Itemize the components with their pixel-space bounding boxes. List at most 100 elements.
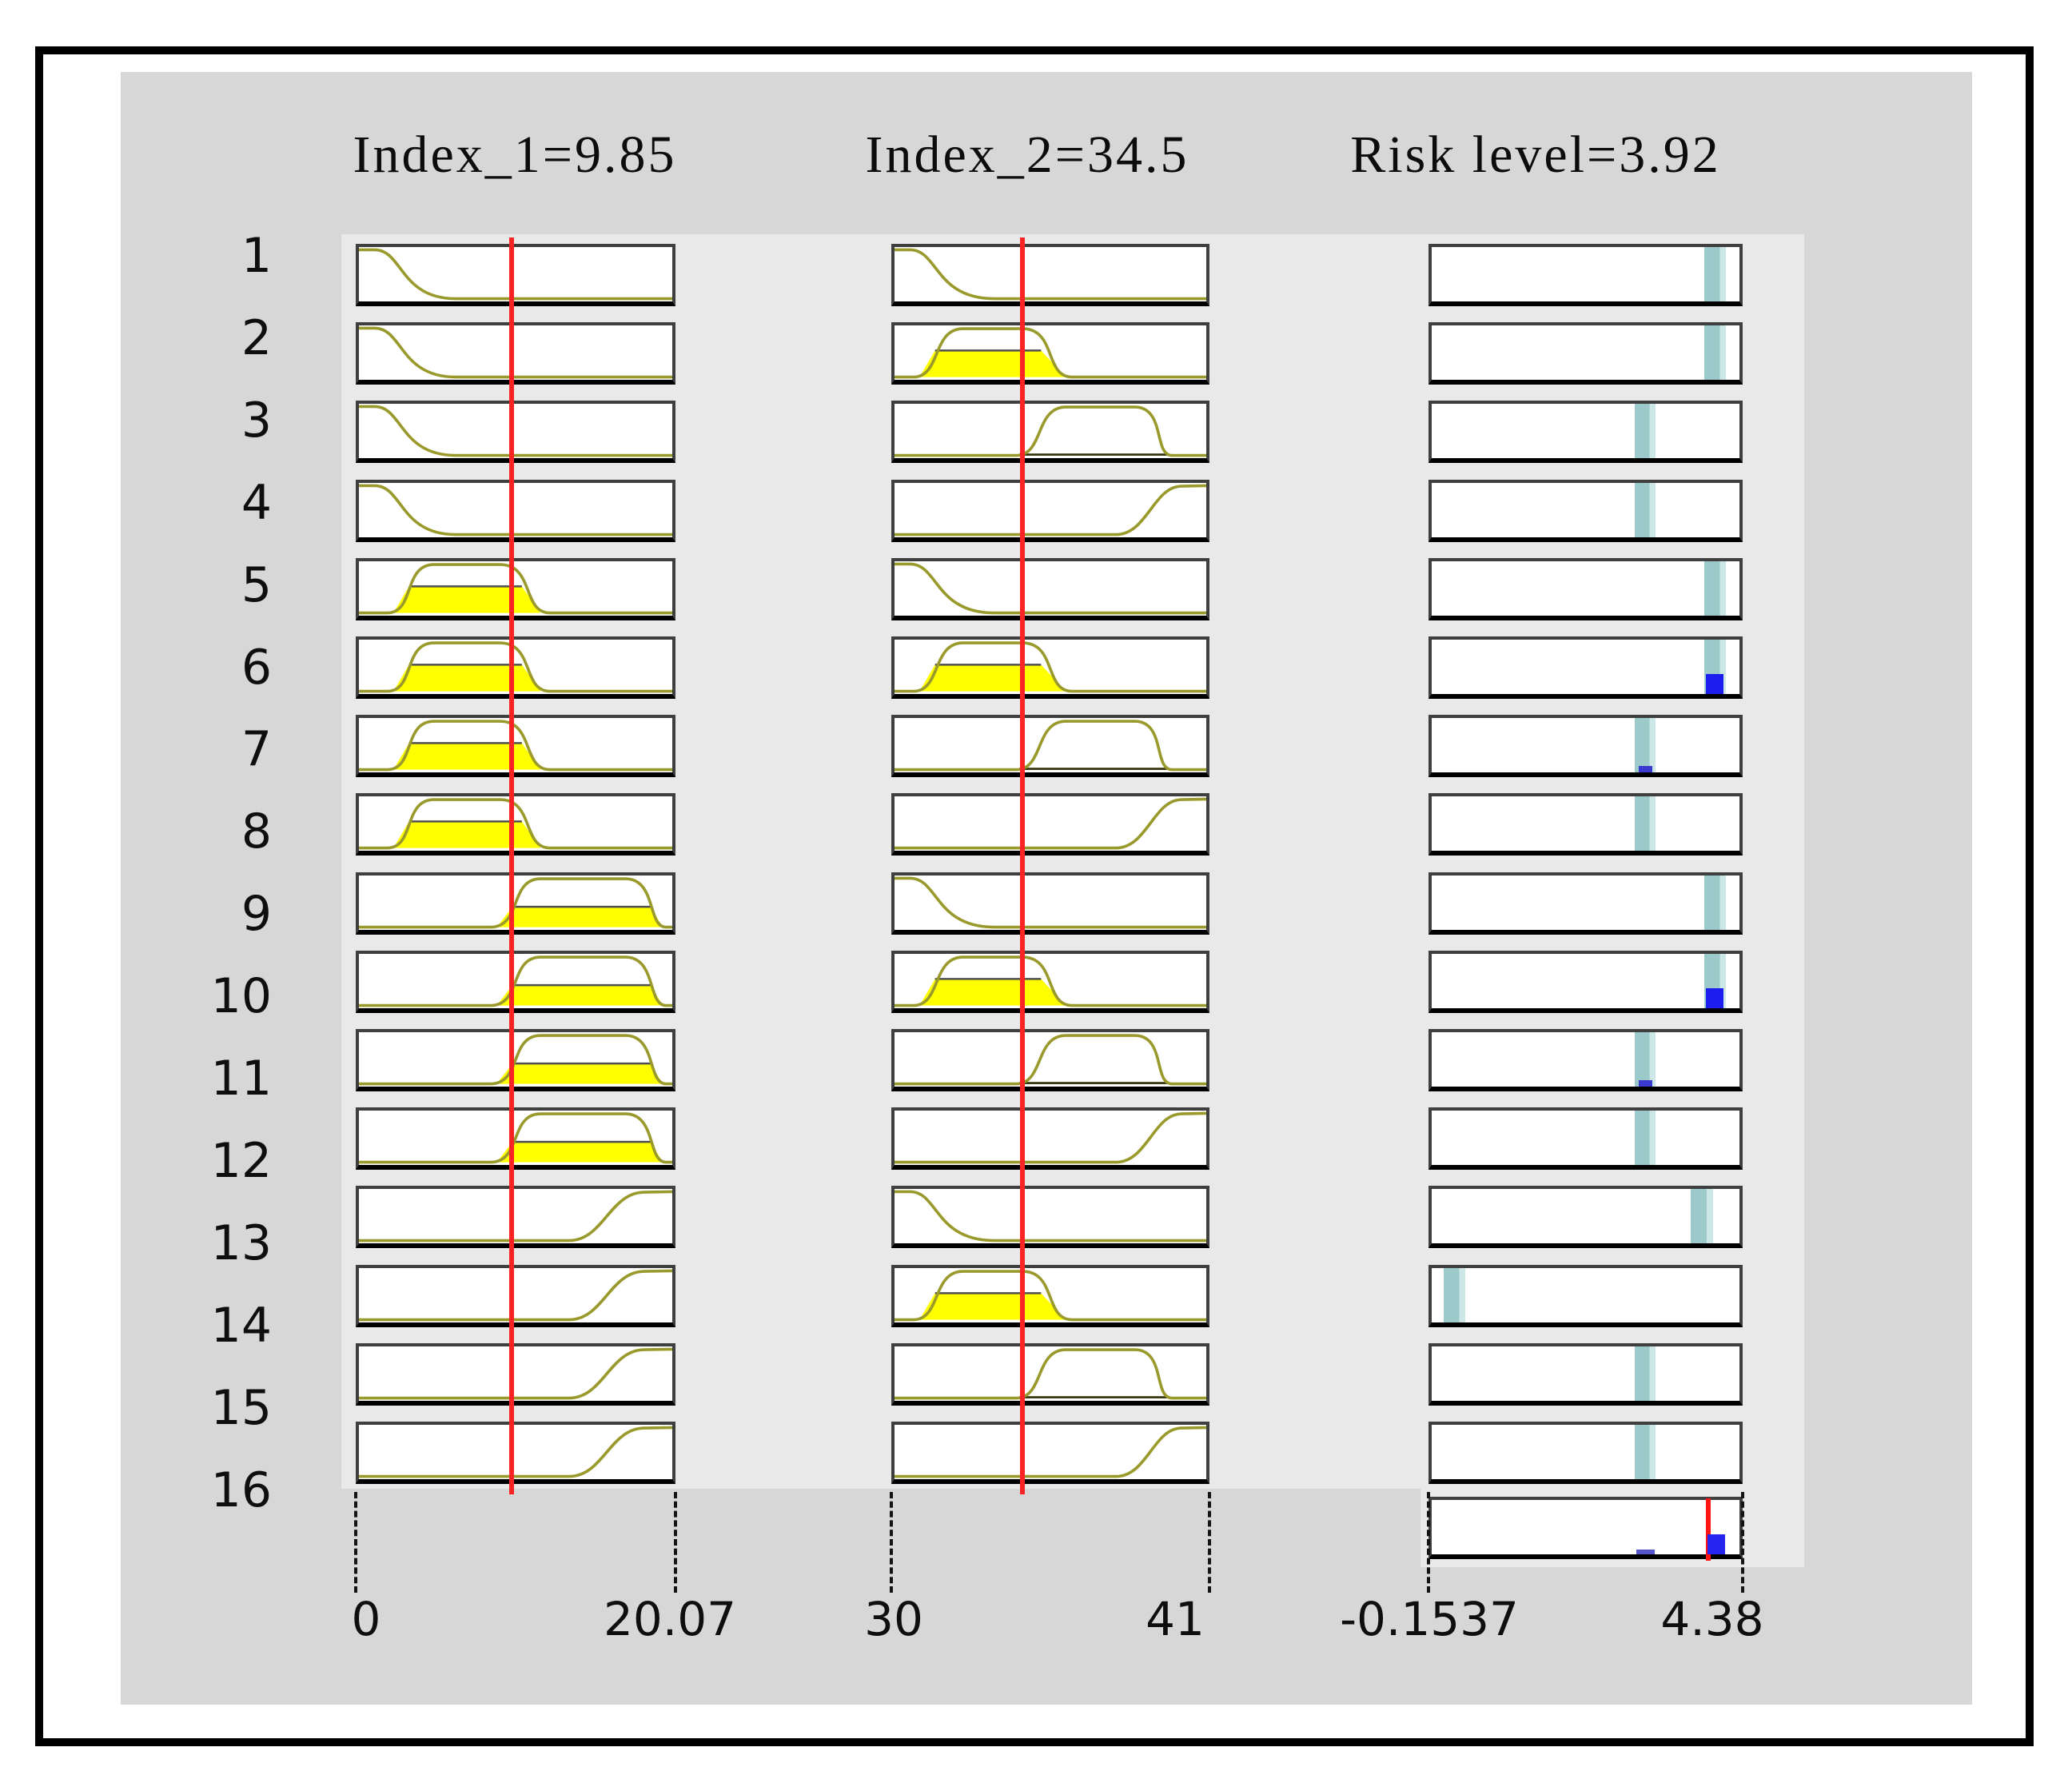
rule-number: 12 bbox=[210, 1132, 272, 1189]
firing-strength-fill bbox=[496, 984, 663, 1006]
rule-number: 1 bbox=[241, 228, 272, 284]
firing-strength-fill bbox=[496, 1142, 663, 1163]
rule-7-in1-mf-cell bbox=[356, 715, 675, 778]
rule-13-in1-mf-cell bbox=[356, 1186, 675, 1249]
axis-drop-output-max bbox=[1741, 1492, 1744, 1593]
mf-curve bbox=[359, 721, 672, 770]
rule-11-in2-mf-cell bbox=[891, 1029, 1209, 1091]
rule-5-output-cell bbox=[1428, 557, 1743, 620]
rule-15-in1-mf-cell bbox=[356, 1342, 675, 1406]
output-mf-indicator-bar bbox=[1635, 796, 1656, 852]
rule-number: 7 bbox=[241, 721, 272, 778]
rule-2-in1-mf-cell bbox=[356, 322, 675, 385]
output-mf-indicator-bar bbox=[1635, 1111, 1656, 1166]
rule-2-in2-mf-cell bbox=[891, 322, 1209, 385]
rule-number: 15 bbox=[210, 1379, 272, 1436]
membership-function-plot bbox=[359, 876, 672, 930]
membership-function-plot bbox=[895, 1346, 1206, 1401]
rule-12-output-cell bbox=[1428, 1107, 1743, 1171]
rule-5-in1-mf-cell bbox=[356, 557, 675, 620]
membership-function-plot bbox=[359, 1111, 672, 1165]
mf-curve bbox=[895, 564, 1206, 612]
membership-function-plot bbox=[895, 1111, 1206, 1165]
mf-curve bbox=[359, 564, 672, 613]
firing-strength-fill bbox=[919, 979, 1066, 1006]
aggregate-output-box bbox=[1428, 1497, 1743, 1561]
rule-number: 16 bbox=[210, 1462, 272, 1518]
membership-function-plot bbox=[359, 954, 672, 1008]
rule-9-in1-mf-cell bbox=[356, 872, 675, 935]
membership-function-plot bbox=[359, 718, 672, 772]
mf-curve bbox=[895, 721, 1206, 770]
rule-14-in2-mf-cell bbox=[891, 1264, 1209, 1327]
rule-16-in1-mf-cell bbox=[356, 1422, 675, 1484]
axis-drop-input1-min bbox=[354, 1492, 357, 1593]
mf-curve bbox=[895, 1427, 1206, 1476]
axis-drop-input2-max bbox=[1208, 1492, 1211, 1593]
rule-6-in1-mf-cell bbox=[356, 636, 675, 699]
mf-curve bbox=[895, 249, 1206, 298]
mf-curve bbox=[895, 1035, 1206, 1084]
mf-curve bbox=[359, 1035, 672, 1084]
mf-curve bbox=[359, 407, 672, 456]
rule-number: 4 bbox=[241, 474, 272, 531]
mf-curve bbox=[895, 800, 1206, 848]
membership-function-plot bbox=[895, 561, 1206, 616]
mf-curve bbox=[895, 643, 1206, 692]
membership-function-plot bbox=[895, 483, 1206, 537]
input1-value-line[interactable] bbox=[509, 237, 514, 1494]
output-mf-indicator-bar bbox=[1635, 404, 1656, 459]
input1-axis-min: 0 bbox=[351, 1592, 381, 1646]
mf-curve bbox=[359, 485, 672, 534]
rule-number: 3 bbox=[241, 392, 272, 449]
rule-11-output-cell bbox=[1428, 1029, 1743, 1091]
rule-6-in2-mf-cell bbox=[891, 636, 1209, 699]
mf-curve bbox=[359, 1270, 672, 1319]
output-mf-indicator-bar bbox=[1635, 482, 1656, 537]
firing-strength-fill bbox=[919, 350, 1066, 377]
rule-12-in1-mf-cell bbox=[356, 1107, 675, 1171]
rule-1-in2-mf-cell bbox=[891, 244, 1209, 306]
firing-strength-fill bbox=[496, 906, 663, 927]
membership-function-plot bbox=[359, 404, 672, 458]
rule-1-in1-mf-cell bbox=[356, 244, 675, 306]
membership-function-plot bbox=[895, 954, 1206, 1008]
low-firing-strip bbox=[1019, 453, 1169, 457]
rule-4-in1-mf-cell bbox=[356, 479, 675, 542]
rule-3-in2-mf-cell bbox=[891, 401, 1209, 464]
clipped-output-area-small bbox=[1639, 766, 1653, 773]
mf-curve bbox=[895, 1350, 1206, 1398]
mf-curve bbox=[359, 957, 672, 1006]
membership-function-plot bbox=[895, 1268, 1206, 1322]
rule-1-output-cell bbox=[1428, 244, 1743, 306]
input1-header: Index_1=9.85 bbox=[353, 126, 677, 184]
low-firing-strip bbox=[1019, 768, 1169, 771]
output-mf-indicator-bar bbox=[1635, 718, 1656, 773]
input2-value-line[interactable] bbox=[1020, 237, 1025, 1494]
membership-function-plot bbox=[359, 1032, 672, 1087]
rule-number: 9 bbox=[241, 886, 272, 943]
membership-function-plot bbox=[359, 325, 672, 380]
output-axis-max: 4.38 bbox=[1660, 1592, 1764, 1646]
mf-curve bbox=[359, 800, 672, 848]
membership-function-plot bbox=[895, 1189, 1206, 1243]
mf-curve bbox=[359, 249, 672, 298]
output-mf-indicator-bar bbox=[1703, 875, 1726, 930]
mf-curve bbox=[359, 1427, 672, 1476]
mf-curve bbox=[895, 407, 1206, 456]
membership-function-plot bbox=[895, 247, 1206, 301]
output-axis-min: -0.1537 bbox=[1340, 1592, 1519, 1646]
firing-strength-fill bbox=[919, 664, 1066, 692]
output-mf-indicator-bar bbox=[1443, 1267, 1465, 1322]
membership-function-plot bbox=[359, 561, 672, 616]
rule-8-in1-mf-cell bbox=[356, 793, 675, 856]
output-mf-indicator-bar bbox=[1635, 1425, 1656, 1479]
firing-strength-fill bbox=[919, 1292, 1066, 1320]
output-mf-indicator-bar bbox=[1635, 1346, 1656, 1401]
membership-function-plot bbox=[359, 247, 672, 301]
rule-16-in2-mf-cell bbox=[891, 1422, 1209, 1484]
rule-5-in2-mf-cell bbox=[891, 557, 1209, 620]
mf-curve bbox=[895, 1271, 1206, 1320]
rule-8-in2-mf-cell bbox=[891, 793, 1209, 856]
